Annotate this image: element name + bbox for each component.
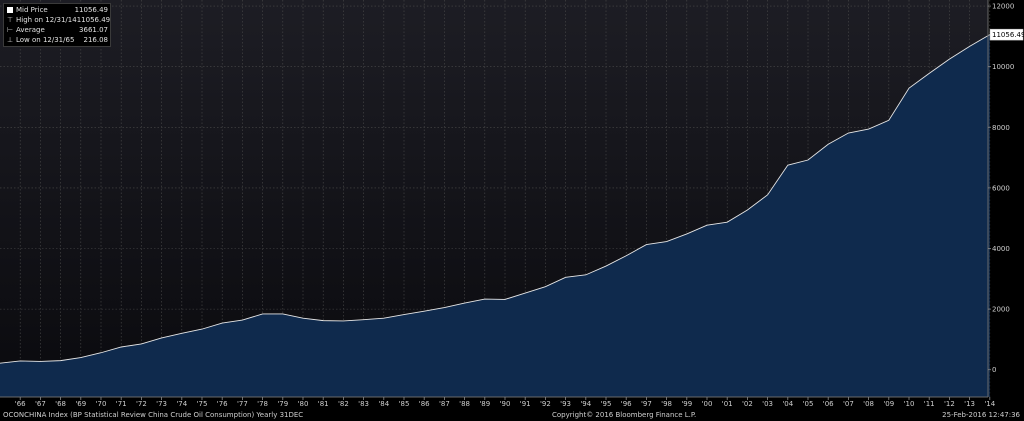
x-tick-label-0: '66 [15,400,26,408]
x-tick-label-45: '11 [924,400,935,408]
legend-value: 11056.49 [74,6,108,14]
legend-label: Mid Price [16,6,48,14]
x-tick-label-32: '98 [661,400,672,408]
x-tick-label-31: '97 [641,400,652,408]
x-tick-label-22: '88 [459,400,470,408]
x-tick-label-7: '73 [156,400,167,408]
high-marker-icon: ⊤ [6,16,14,24]
x-tick-label-8: '74 [176,400,187,408]
legend-row-average: ⊢ Average 3661.07 [6,25,108,35]
legend-value: 3661.07 [79,26,108,34]
y-tick-label-0: 0 [992,366,996,374]
x-tick-label-44: '10 [904,400,915,408]
x-tick-label-13: '79 [277,400,288,408]
footer-copyright: Copyright© 2016 Bloomberg Finance L.P. [552,411,697,419]
x-tick-label-5: '71 [116,400,127,408]
footer-index-description: OCONCHINA Index (BP Statistical Review C… [3,411,304,419]
x-tick-label-40: '06 [823,400,834,408]
legend-label: Average [16,26,45,34]
average-marker-icon: ⊢ [6,26,14,34]
x-tick-label-11: '77 [237,400,248,408]
x-tick-label-14: '80 [298,400,309,408]
y-tick-label-5: 10000 [992,63,1014,71]
x-tick-label-20: '86 [419,400,430,408]
x-tick-label-47: '13 [964,400,975,408]
legend-row-low: ⊥ Low on 12/31/65 216.08 [6,35,108,45]
y-tick-label-4: 8000 [992,124,1010,132]
x-tick-label-34: '00 [702,400,713,408]
legend-value: 11056.49 [76,16,111,24]
x-tick-label-18: '84 [378,400,389,408]
x-tick-label-29: '95 [601,400,612,408]
area-series [0,34,990,398]
series-line [0,34,991,364]
x-tick-label-33: '99 [681,400,692,408]
y-tick-label-2: 4000 [992,245,1010,253]
x-tick-label-16: '82 [338,400,349,408]
last-value-label: 11056.49 [992,31,1024,39]
x-tick-label-19: '85 [399,400,410,408]
legend-box: Mid Price 11056.49 ⊤ High on 12/31/14 110… [3,3,111,47]
x-tick-label-3: '69 [75,400,86,408]
x-tick-label-4: '70 [96,400,107,408]
last-value-callout: 11056.49 [989,28,1024,41]
last-value-box [989,28,1024,41]
x-tick-label-9: '75 [197,400,208,408]
legend-row-mid-price: Mid Price 11056.49 [6,5,108,15]
x-tick-label-46: '12 [944,400,955,408]
x-tick-label-2: '68 [55,400,66,408]
x-tick-label-15: '81 [318,400,329,408]
x-tick-label-25: '91 [520,400,531,408]
x-tick-label-23: '89 [479,400,490,408]
white-square-icon [7,7,13,13]
y-tick-label-6: 12000 [992,3,1014,11]
x-tick-label-36: '02 [742,400,753,408]
x-axis-ticks: '66 '67 '68 '69 '70 '71 '72 '73 '74 '75 '76 '77 '78 '… [15,397,996,408]
y-axis-ticks: 0 2000 4000 6000 8000 10000 12000 [988,3,1014,374]
y-tick-label-1: 2000 [992,306,1010,314]
x-tick-label-26: '92 [540,400,551,408]
x-tick-label-27: '93 [560,400,571,408]
x-tick-label-12: '78 [257,400,268,408]
x-tick-label-48: '14 [984,400,995,408]
footer-bar: OCONCHINA Index (BP Statistical Review C… [0,409,1024,421]
x-tick-label-35: '01 [722,400,733,408]
x-tick-label-39: '05 [803,400,814,408]
legend-row-high: ⊤ High on 12/31/14 11056.49 [6,15,111,25]
x-tick-label-10: '76 [217,400,228,408]
legend-label: High on 12/31/14 [16,16,77,24]
x-tick-label-1: '67 [35,400,46,408]
x-tick-label-6: '72 [136,400,147,408]
x-tick-label-38: '04 [782,400,793,408]
legend-label: Low on 12/31/65 [16,36,75,44]
x-tick-label-30: '96 [621,400,632,408]
x-tick-label-41: '07 [843,400,854,408]
x-tick-label-43: '09 [883,400,894,408]
y-tick-label-3: 6000 [992,184,1010,192]
x-tick-label-24: '90 [500,400,511,408]
low-marker-icon: ⊥ [6,36,14,44]
x-tick-label-37: '03 [762,400,773,408]
x-tick-label-42: '08 [863,400,874,408]
x-tick-label-17: '83 [358,400,369,408]
x-tick-label-28: '94 [580,400,591,408]
x-tick-label-21: '87 [439,400,450,408]
legend-value: 216.08 [83,36,109,44]
footer-timestamp: 25-Feb-2016 12:47:36 [942,411,1020,419]
